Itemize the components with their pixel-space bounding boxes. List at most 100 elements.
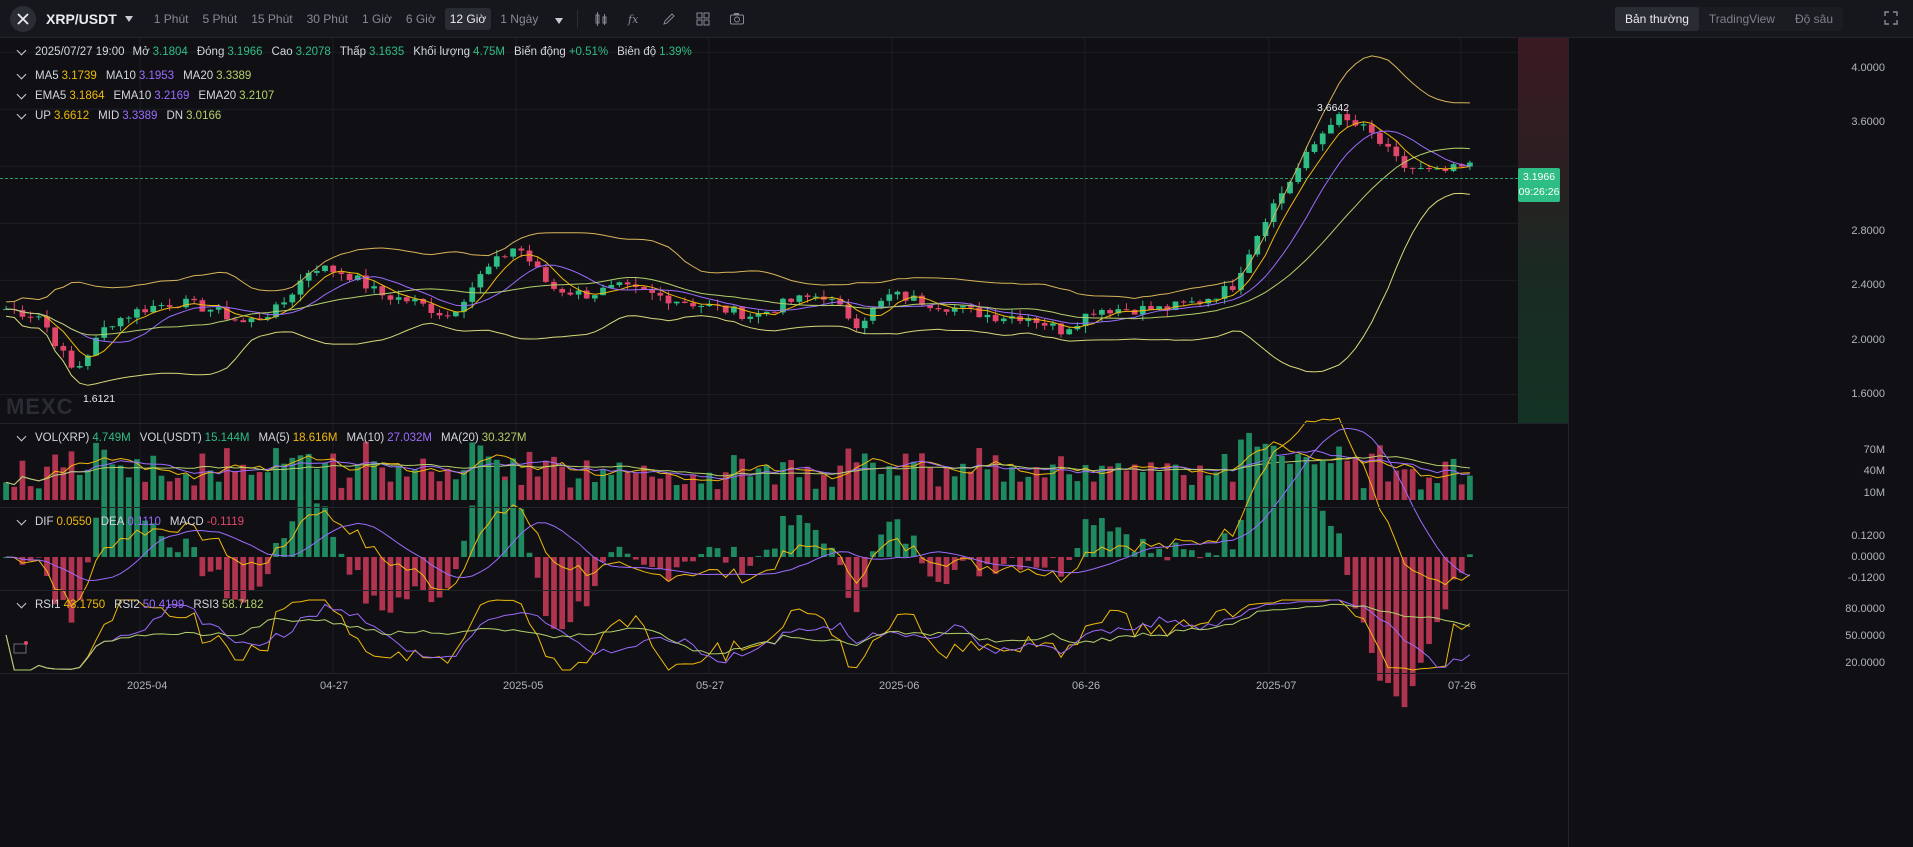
volume-bar xyxy=(1123,470,1130,500)
macd-histogram-bar xyxy=(354,557,361,571)
date-tick: 2025-05 xyxy=(503,680,544,692)
ma10-line xyxy=(6,130,1470,343)
interval-1d[interactable]: 1 Ngày xyxy=(500,11,539,26)
interval-30m[interactable]: 30 Phút xyxy=(306,11,348,26)
candle-body xyxy=(19,309,26,317)
close-label: Đóng xyxy=(196,46,225,58)
candle-body xyxy=(690,302,696,307)
macd-histogram-bar xyxy=(1458,557,1465,573)
macd-histogram-bar xyxy=(1336,533,1342,557)
candle-type-icon[interactable] xyxy=(592,10,610,28)
volume-bar xyxy=(1131,464,1138,500)
high-label: Cao xyxy=(271,46,293,58)
macd-histogram-bar xyxy=(1025,557,1032,561)
candle-body xyxy=(134,309,140,318)
macd-histogram-bar xyxy=(1295,471,1302,557)
macd-histogram-bar xyxy=(853,557,860,613)
camera-icon[interactable] xyxy=(728,10,746,28)
ema5-value: 3.1864 xyxy=(69,90,105,102)
view-standard-button[interactable]: Bản thường xyxy=(1614,7,1699,31)
candle-body xyxy=(1082,313,1089,326)
fullscreen-icon[interactable] xyxy=(1883,10,1901,28)
layout-grid-icon[interactable] xyxy=(694,10,712,28)
macd-histogram-bar xyxy=(681,557,688,562)
candle-body xyxy=(1107,310,1113,314)
macd-histogram-bar xyxy=(142,520,148,557)
macd-histogram-bar xyxy=(1221,533,1228,557)
ma20-label: MA20 xyxy=(183,70,214,82)
ema10-value: 3.2169 xyxy=(154,90,190,102)
collapse-chevron-icon[interactable] xyxy=(16,515,27,525)
macd-histogram-bar xyxy=(1180,549,1187,557)
draw-pencil-icon[interactable] xyxy=(660,10,678,28)
candle-body xyxy=(968,305,974,308)
collapse-chevron-icon[interactable] xyxy=(16,45,27,55)
interval-15m[interactable]: 15 Phút xyxy=(251,11,293,26)
view-depth-button[interactable]: Độ sâu xyxy=(1794,12,1833,26)
volume-bar xyxy=(1025,476,1032,500)
candle-body xyxy=(125,317,132,319)
collapse-chevron-icon[interactable] xyxy=(16,89,27,99)
high-value: 3.2078 xyxy=(295,46,331,58)
volume-bar xyxy=(845,448,852,500)
collapse-chevron-icon[interactable] xyxy=(16,598,27,608)
svg-text:fx: fx xyxy=(627,13,639,26)
collapse-chevron-icon[interactable] xyxy=(16,109,27,119)
interval-selector: 1 Phút 5 Phút 15 Phút 30 Phút 1 Giờ 6 Gi… xyxy=(149,7,564,30)
candle-body xyxy=(297,280,304,295)
volume-bar xyxy=(453,479,459,500)
scroll-to-latest-icon[interactable] xyxy=(12,640,28,656)
candle-body xyxy=(1197,301,1203,304)
candle-body xyxy=(1221,286,1228,299)
symbol-dropdown-icon[interactable] xyxy=(124,15,133,22)
interval-1h[interactable]: 1 Giờ xyxy=(361,11,392,26)
candle-body xyxy=(641,286,647,290)
candle-body xyxy=(935,308,942,310)
macd-histogram-bar xyxy=(534,557,541,578)
interval-dropdown-icon[interactable] xyxy=(555,17,564,24)
collapse-chevron-icon[interactable] xyxy=(16,431,27,441)
volume-axis-tick: 10M xyxy=(1863,487,1885,499)
volume-bar xyxy=(902,453,909,500)
macd-histogram-bar xyxy=(968,557,974,559)
interval-6h[interactable]: 6 Giờ xyxy=(405,11,436,26)
volume-bar xyxy=(281,463,287,500)
view-tradingview-button[interactable]: TradingView xyxy=(1708,12,1775,26)
volume-bar xyxy=(387,481,394,500)
candle-body xyxy=(1000,318,1007,322)
candle-body xyxy=(771,311,778,313)
candle-body xyxy=(951,307,958,312)
interval-5m[interactable]: 5 Phút xyxy=(202,11,238,26)
collapse-chevron-icon[interactable] xyxy=(16,69,27,79)
pane-divider-rsi xyxy=(0,590,1568,591)
volume-bar xyxy=(542,460,549,500)
dea-value: 0.1110 xyxy=(127,516,161,528)
indicator-fx-icon[interactable]: fx xyxy=(626,10,644,28)
candle-body xyxy=(1344,114,1351,121)
volume-bar xyxy=(1139,472,1146,500)
macd-histogram-bar xyxy=(804,523,811,557)
macd-histogram-bar xyxy=(158,536,165,557)
volume-bar xyxy=(1099,465,1105,500)
open-value: 3.1804 xyxy=(152,46,188,58)
interval-1m[interactable]: 1 Phút xyxy=(153,11,189,26)
vol-xrp-value: 4.749M xyxy=(92,432,131,444)
macd-histogram-bar xyxy=(984,557,991,565)
macd-histogram-bar xyxy=(575,557,582,602)
volume-bar xyxy=(526,451,533,500)
vol-usdt-label: VOL(USDT) xyxy=(139,432,202,444)
price-axis-gradient[interactable] xyxy=(1518,38,1568,423)
volume-bar xyxy=(747,476,754,500)
candle-body xyxy=(853,318,860,329)
volume-bar xyxy=(935,486,942,500)
volume-bar xyxy=(93,442,99,500)
symbol-name[interactable]: XRP/USDT xyxy=(46,10,117,27)
macd-histogram-bar xyxy=(191,547,198,557)
volume-bar xyxy=(960,463,966,500)
candle-body xyxy=(485,266,492,275)
candle-body xyxy=(142,309,148,313)
interval-12h[interactable]: 12 Giờ xyxy=(444,7,492,30)
candle-body xyxy=(1295,168,1302,182)
volume-label: Khối lượng xyxy=(413,46,471,58)
